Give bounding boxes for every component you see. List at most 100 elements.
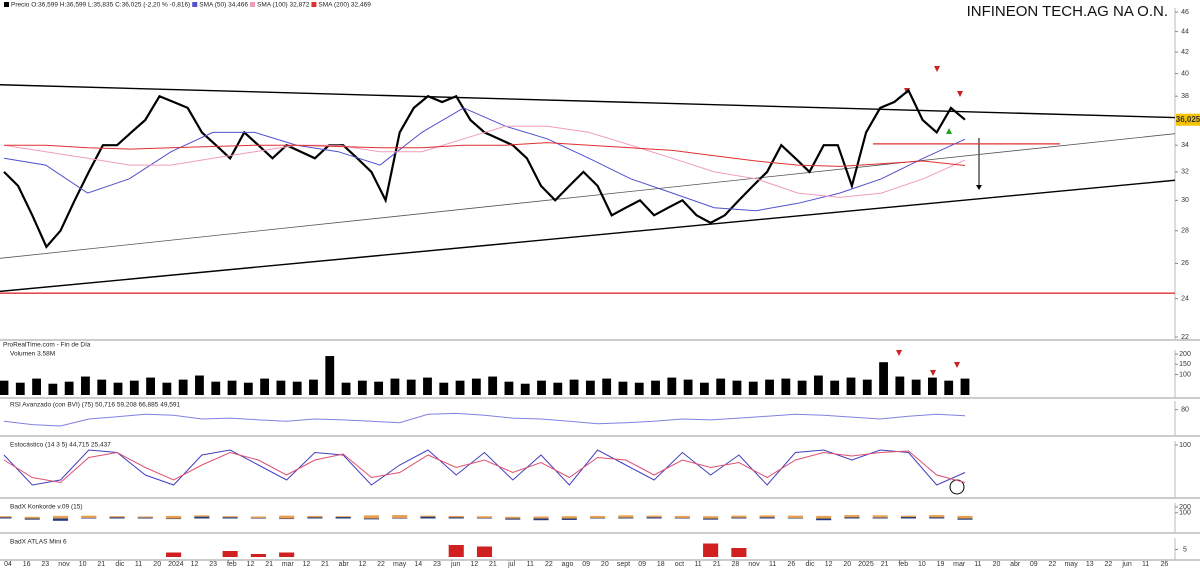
bar [533,516,549,519]
legend-swatch [311,2,317,7]
bar [569,379,579,395]
chart-title: INFINEON TECH.AG NA O.N. [967,3,1168,20]
bar [816,515,832,519]
x-tick-label: 12 [358,561,366,568]
bar [195,375,204,395]
bar [759,517,775,519]
bar [166,518,182,520]
bar [674,517,690,519]
x-tick-label: 2025 [858,561,874,568]
arrow-marker [896,350,902,356]
bar [137,517,153,519]
bar [505,516,521,519]
x-tick-label: jul [507,561,515,568]
bar [307,517,323,519]
x-tick-label: mar [953,561,966,568]
legend-swatch [250,2,256,7]
panel-title: RSI Avanzado (con BVI) (75) 50,716 59,20… [10,402,180,409]
y-tick-label: 24 [1181,296,1189,303]
bar [24,516,40,519]
bar [260,378,270,395]
bar [872,515,888,519]
x-tick-label: jun [450,561,460,568]
legend-entry: Precio O:36,599 H:36,599 L:35,835 C:36,0… [11,2,190,9]
bar [166,552,182,557]
y-tick-label: 200 [1179,504,1191,511]
legend-swatch [4,2,9,7]
bar [765,379,774,395]
bar [423,377,432,395]
bar [703,518,719,520]
bar [392,515,408,519]
y-tick-label: 30 [1181,197,1189,204]
bar [476,546,493,557]
bar [392,517,408,519]
series-line [4,142,966,167]
x-tick-label: 23 [41,561,49,568]
bar [618,381,628,395]
x-tick-label: may [1064,561,1078,568]
bar [0,380,9,395]
bar [52,518,69,521]
x-tick-label: sept [617,561,630,568]
bar [844,517,860,519]
y-tick-label: 100 [1179,371,1191,378]
x-tick-label: 21 [713,561,721,568]
bar [900,517,917,519]
trend-line [0,133,1176,259]
bar [166,515,182,519]
bar [703,516,719,519]
bar [279,515,295,519]
x-tick-label: 11 [135,561,142,568]
panel-title: BadX Konkorde v.09 (15) [10,504,83,511]
bar [194,516,210,519]
x-tick-label: 12 [191,561,199,568]
x-tick-label: 21 [489,561,497,568]
x-tick-label: 16 [23,561,31,568]
bar [471,378,481,395]
bar [357,380,367,395]
bar [52,515,69,519]
bar [748,381,758,395]
x-tick-label: 14 [414,561,422,568]
bar [505,518,521,520]
bar [64,381,74,395]
arrow-head [976,185,982,190]
bar [146,377,155,395]
bar [602,378,612,395]
bar [363,518,379,520]
source-label: ProRealTime.com - Fin de Día [3,342,91,349]
x-tick-label: nov [748,561,760,568]
x-tick-label: 21 [97,561,105,568]
x-tick-label: oct [675,561,684,568]
bar [15,382,25,395]
bar [439,382,449,395]
bar [683,379,693,395]
bar [731,515,747,519]
bar [787,517,803,519]
bar [406,379,416,395]
x-tick-label: 12 [303,561,311,568]
bar [476,517,493,519]
bar [341,382,351,395]
bar [590,515,606,519]
bar [699,382,709,395]
y-tick-label: 26 [1181,260,1189,267]
legend-entry: SMA (200) 32,469 [318,2,371,9]
bar [390,378,400,395]
panel-title: BadX ATLAS Mini 6 [10,539,67,546]
bar [307,515,323,519]
trend-line [0,84,1176,119]
bar [227,380,237,395]
bar [222,517,238,519]
bar [81,376,90,395]
trend-line [0,179,1176,293]
x-tick-label: 04 [4,561,12,568]
bar [944,380,954,395]
bar [960,378,970,395]
series-line [3,107,966,212]
bar [0,517,12,519]
y-tick-label: 46 [1181,9,1189,16]
